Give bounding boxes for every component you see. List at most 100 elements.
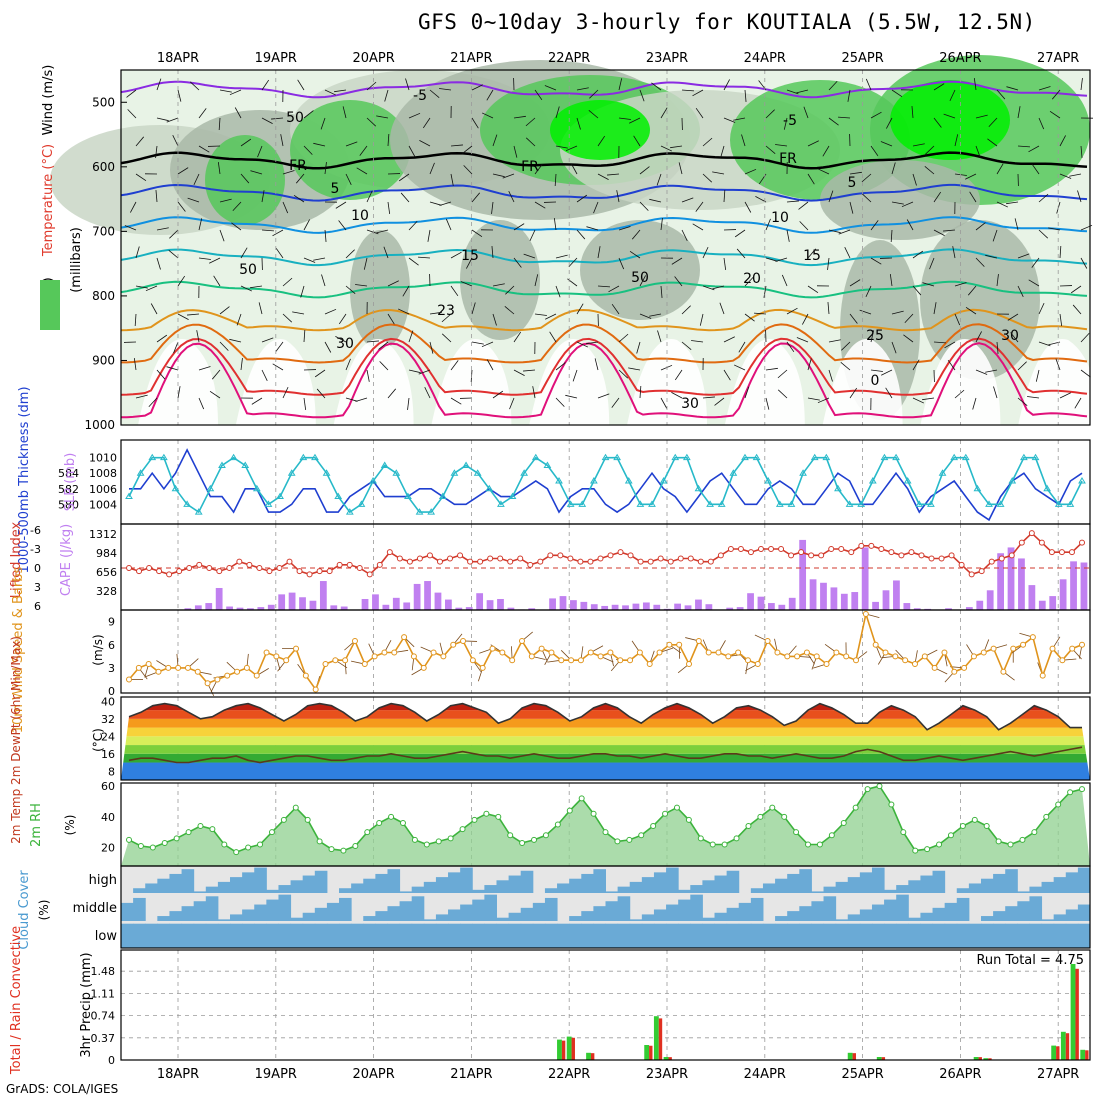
series-lifted-index-point [557,552,564,559]
cape-bar [768,603,775,610]
series-2m-rh-point [1067,789,1074,796]
series-2m-rh-point [519,839,526,846]
xsec-wind-barb [193,173,200,186]
series-wind-speed-point [676,641,683,648]
xsec-wind-barb [786,341,795,353]
xsec-wind-barb [651,82,662,91]
cloud-cell [508,923,522,948]
series-slp-point [264,500,273,507]
xsec-wind-barb [1038,302,1045,315]
series-slp-point [1054,500,1063,507]
xsec-wind-barb [387,388,397,399]
cloud-cell [217,881,231,893]
cape-ylabel: CAPE (J/kg) [59,524,74,596]
xsec-wind-barb [397,308,410,315]
cape-bar [622,605,629,610]
xsec-wind-barb [933,117,942,128]
series-slp-point [706,500,714,507]
xsec-wind-barb [671,392,683,399]
series-2m-rh-point [399,819,406,826]
cape-bar [1049,596,1057,610]
cloud-cell [145,883,158,893]
series-2m-rh-point [650,823,657,830]
series-wind-speed-point [872,641,879,648]
cloud-cell [896,894,909,921]
xsec-wind-barb [523,253,536,259]
xsec-wind-barb [534,201,546,209]
xsec-wind-barb [847,89,851,102]
xsec-wind-barb [275,247,284,259]
series-wind-speed-point [951,668,958,675]
contour-label-8: 10 [771,210,789,226]
series-lifted-index-point [737,546,744,552]
xsec-wind-barb [695,107,704,119]
series-slp-point [404,492,412,500]
xtick-top-8: 26APR [939,51,981,66]
cloud-cell [896,923,909,948]
contour-label-9: 15 [461,248,479,264]
xsec-wind-barb [611,303,620,315]
xsec-wind-barb [1007,313,1019,321]
xsec-wind-barb [424,387,431,399]
cape-bar [247,608,254,610]
series-wind-speed-point [1010,645,1017,652]
series-lifted-index-point [487,555,494,562]
xsec-wind-barb [629,250,641,259]
xsec-wind-barb [702,137,713,147]
cloud-cell [1065,909,1079,921]
series-wind-speed-point [440,653,447,660]
cloud-cell [908,923,921,948]
cloud-cell [944,902,958,921]
contour-label-17: 50 [286,110,304,126]
xsec-ytick-3: 800 [92,289,115,303]
xsec-wind-barb [198,257,211,260]
credit-label: GrADS: COLA/IGES [6,1082,119,1096]
series-2m-rh-point [638,832,645,839]
xsec-wind-barb [861,173,872,183]
xsec-wind-barb [733,364,746,371]
cloud-cell [435,914,449,921]
xsec-wind-barb [387,134,390,147]
cloud-cell [702,923,716,948]
xsec-wind-barb [1017,145,1030,148]
xsec-wind-barb [692,223,704,231]
series-wind-speed-point [656,649,663,656]
xsec-wind-barb [570,163,578,175]
xsec-wind-barb [366,369,370,382]
series-slp-point [520,469,529,476]
xsec-wind-barb [1010,332,1019,343]
series-wind-speed-point [165,664,172,671]
series-2m-rh-point [1055,801,1062,808]
series-slp-point [380,461,389,468]
xsec-wind-barb [324,308,337,315]
series-wind-speed-point [568,657,575,664]
cloud-cell [472,889,485,893]
series-wind-speed-point [1069,645,1076,652]
xsec-wind-barb [763,285,767,298]
xsec-wind-barb [649,313,662,317]
cloud-cell [520,907,534,921]
series-slp-point [183,500,191,507]
series-slp-point [1066,500,1075,507]
series-lifted-index-point [236,558,243,565]
cloud-cell [811,923,825,948]
xsec-wind-barb [911,106,914,119]
series-2m-rh-point [733,835,740,842]
xsec-wind-barb [865,285,872,298]
xsec-wind-barb [345,249,355,259]
series-2m-rh-point [662,810,669,817]
xsec-wind-barb [681,341,692,351]
cloud-cell [435,923,449,948]
xsec-wind-barb [943,113,956,119]
xsec-wind-barb [168,249,179,259]
xsec-wind-barb [211,369,221,380]
rh-blob-10 [890,80,1010,160]
xsec-wind-barb [870,369,883,372]
xsec-wind-barb [870,257,882,265]
cloud-cell [472,899,485,921]
xsec-wind-barb [513,257,522,268]
temp-band-5 [121,718,1090,728]
xsec-wind-barb [387,201,391,214]
xsec-wind-barb [491,201,494,214]
cloud-cell [1065,923,1079,948]
